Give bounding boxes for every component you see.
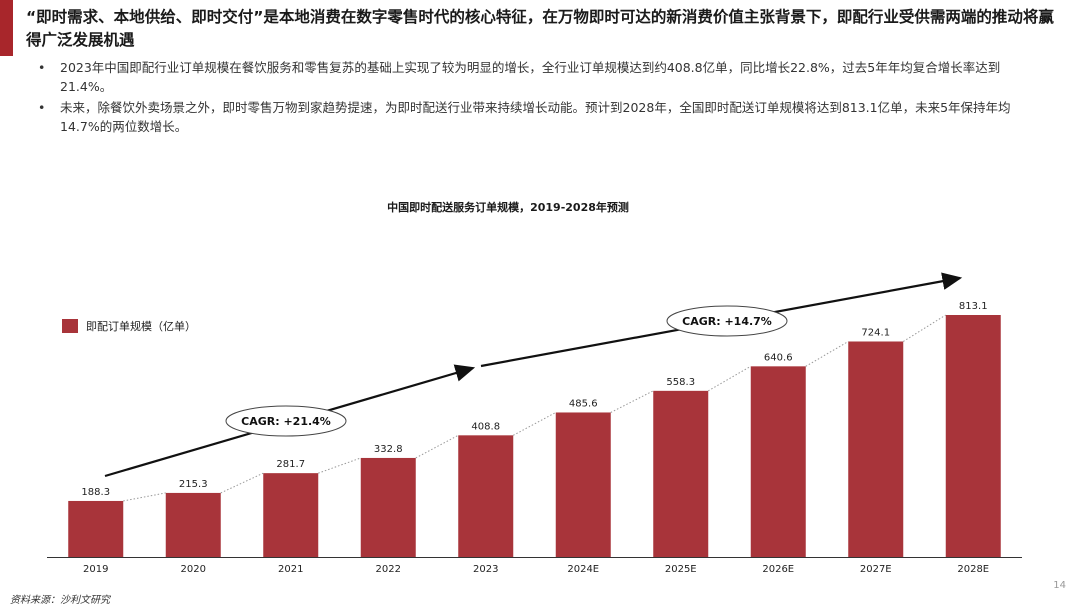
bar-2021 [263, 473, 319, 557]
x-tick-label-2025E: 2025E [665, 564, 697, 575]
x-tick-label-2023: 2023 [473, 564, 498, 575]
x-tick-label-2026E: 2026E [762, 564, 794, 575]
x-tick-label-2021: 2021 [278, 564, 303, 575]
bullet-item: • 未来，除餐饮外卖场景之外，即时零售万物到家趋势提速，为即时配送行业带来持续增… [38, 98, 1028, 136]
bullet-text: 2023年中国即配行业订单规模在餐饮服务和零售复苏的基础上实现了较为明显的增长，… [60, 60, 1001, 94]
leader-line [513, 412, 556, 436]
data-label-2023: 408.8 [471, 421, 500, 432]
data-label-2019: 188.3 [81, 487, 110, 498]
legend-label: 即配订单规模（亿单） [86, 320, 196, 333]
bar-2023 [458, 435, 514, 557]
data-label-2022: 332.8 [374, 444, 403, 455]
x-tick-label-2024E: 2024E [567, 564, 599, 575]
leader-line [805, 341, 849, 367]
bullet-marker: • [38, 100, 46, 115]
x-tick-label-2027E: 2027E [860, 564, 892, 575]
footer-source: 资料来源：沙利文研究 [10, 595, 110, 606]
chart-legend: 即配订单规模（亿单） [62, 318, 196, 334]
x-tick-label-2022: 2022 [376, 564, 401, 575]
bullet-list: • 2023年中国即配行业订单规模在餐饮服务和零售复苏的基础上实现了较为明显的增… [38, 58, 1028, 138]
accent-bar [0, 0, 13, 56]
data-label-2028E: 813.1 [959, 301, 988, 312]
page-title: “即时需求、本地供给、即时交付”是本地消费在数字零售时代的核心特征，在万物即时可… [26, 8, 1054, 49]
bar-2028E [945, 315, 1001, 557]
bar-2022 [360, 457, 416, 557]
chart-title: 中国即时配送服务订单规模，2019-2028年预测 [387, 201, 629, 214]
legend-swatch [62, 319, 78, 333]
leader-line [220, 472, 264, 494]
cagr-label: CAGR: +14.7% [682, 315, 772, 328]
data-label-2021: 281.7 [276, 459, 305, 470]
bar-2024E [555, 412, 611, 557]
bullet-marker: • [38, 60, 46, 75]
leader-line [123, 492, 166, 502]
data-label-2020: 215.3 [179, 479, 208, 490]
x-tick-label-2020: 2020 [181, 564, 206, 575]
x-tick-label-2028E: 2028E [957, 564, 989, 575]
leader-line [415, 434, 459, 459]
cagr-oval [225, 405, 347, 437]
data-label-2025E: 558.3 [666, 377, 695, 388]
leader-line [610, 390, 654, 413]
bar-2019 [68, 500, 124, 557]
bar-2020 [165, 492, 221, 557]
bar-2027E [848, 341, 904, 557]
page-number: 14 [1053, 580, 1066, 591]
x-tick-label-2019: 2019 [83, 564, 108, 575]
leader-line [318, 457, 361, 474]
cagr-label: CAGR: +21.4% [241, 415, 331, 428]
data-label-2024E: 485.6 [569, 398, 598, 409]
leader-line [902, 314, 947, 342]
bullet-text: 未来，除餐饮外卖场景之外，即时零售万物到家趋势提速，为即时配送行业带来持续增长动… [60, 100, 1011, 134]
bar-2025E [653, 390, 709, 557]
data-label-2026E: 640.6 [764, 352, 793, 363]
cagr-oval [666, 305, 788, 337]
leader-line [708, 365, 751, 392]
bar-2026E [750, 366, 806, 557]
bullet-item: • 2023年中国即配行业订单规模在餐饮服务和零售复苏的基础上实现了较为明显的增… [38, 58, 1028, 96]
data-label-2027E: 724.1 [861, 327, 890, 338]
